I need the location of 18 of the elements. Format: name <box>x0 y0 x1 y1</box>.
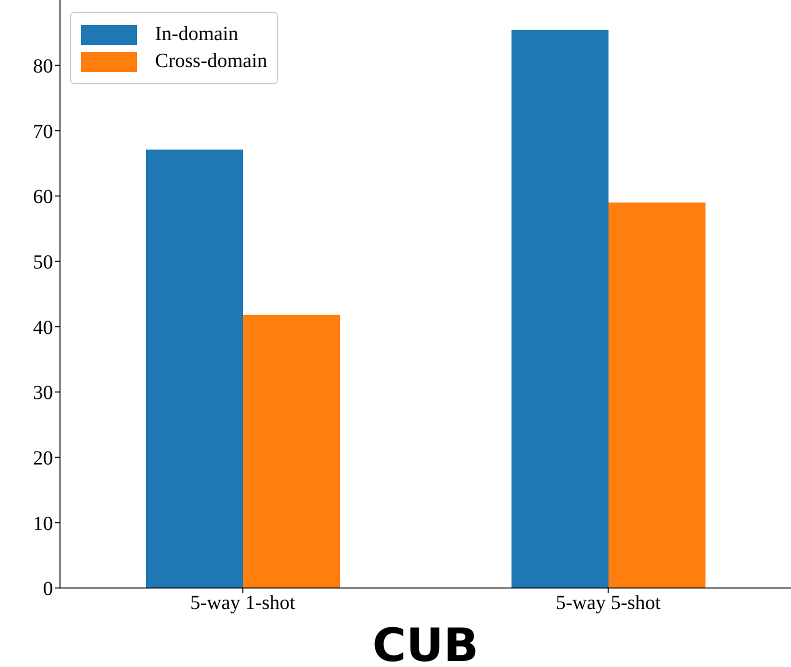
y-tick-label: 80 <box>33 55 53 78</box>
y-tick-label: 10 <box>33 512 53 535</box>
legend-label: Cross-domain <box>155 50 268 73</box>
y-tick-label: 60 <box>33 186 53 208</box>
y-tick-label: 40 <box>33 316 53 339</box>
bar <box>608 202 706 588</box>
bar <box>512 30 608 588</box>
x-axis-title: CUB <box>372 618 479 667</box>
y-tick-label: 30 <box>33 382 53 404</box>
x-tick-label: 5-way 1-shot <box>190 592 296 614</box>
y-tick-label: 0 <box>43 578 53 600</box>
x-tick-label: 5-way 5-shot <box>556 592 662 614</box>
y-tick-label: 50 <box>33 251 53 274</box>
y-tick-label: 70 <box>33 120 53 143</box>
legend-label: In-domain <box>155 23 238 46</box>
bar <box>146 150 243 588</box>
bar <box>243 314 340 588</box>
y-tick-label: 20 <box>33 447 53 470</box>
